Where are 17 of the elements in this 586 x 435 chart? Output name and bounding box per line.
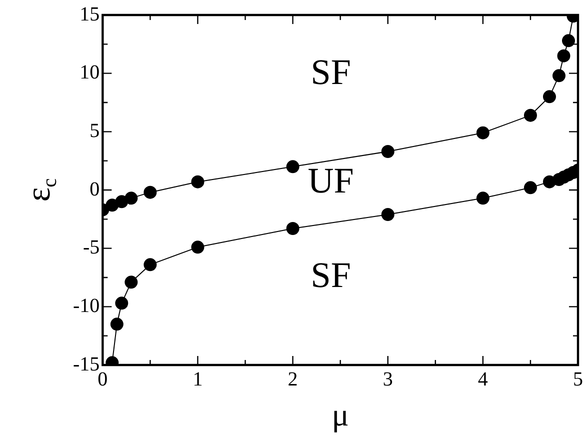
x-axis-title: μ [332,396,349,432]
y-tick-label: -5 [82,236,100,259]
y-tick-label: 15 [80,3,100,26]
y-tick-label: 10 [80,62,100,84]
x-tick-label: 1 [192,368,203,390]
y-axis-title: εc [20,178,62,202]
x-tick-label: 2 [288,368,298,390]
x-tick-label: 3 [382,368,393,390]
annotation: SF [310,254,351,295]
y-tick-label: 0 [90,178,100,200]
annotation: UF [308,160,354,200]
annotation: SF [310,52,351,92]
y-tick-label: 5 [90,120,100,142]
y-tick-label: -10 [72,294,100,317]
x-tick-label: 5 [573,368,583,390]
x-tick-label: 4 [478,368,488,390]
y-tick-label: -15 [72,353,100,376]
